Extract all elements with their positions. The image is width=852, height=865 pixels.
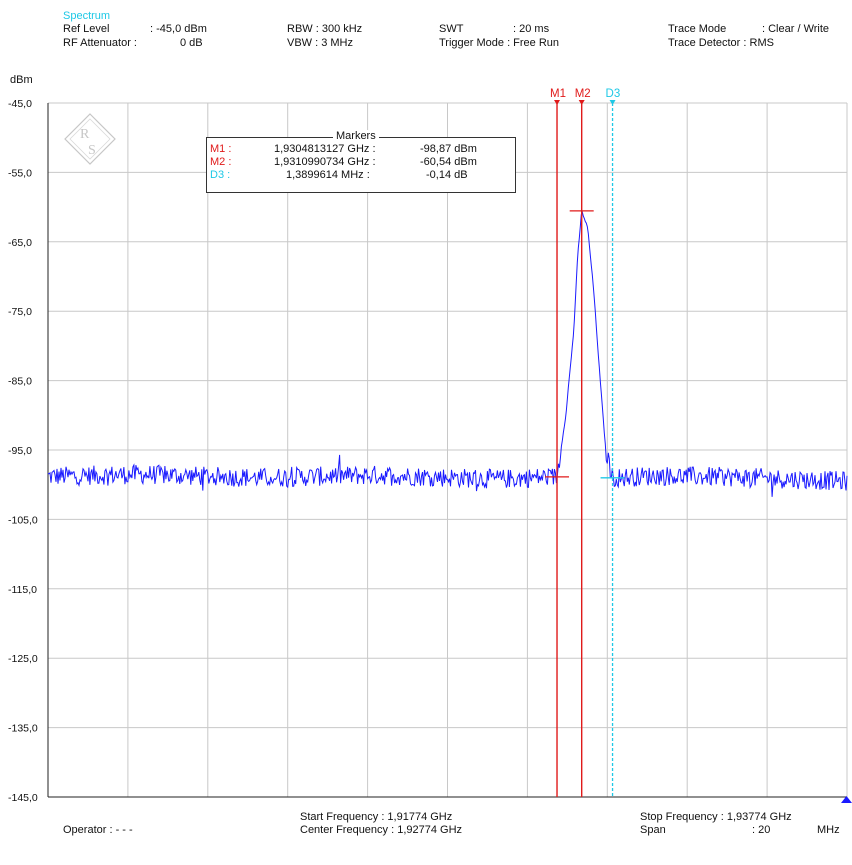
stop-frequency-readout: Stop Frequency : 1,93774 GHz: [640, 811, 792, 823]
svg-text:S: S: [88, 143, 96, 158]
marker-pointer-icon: [554, 100, 561, 105]
svg-text:R: R: [80, 127, 90, 142]
marker-lines: M1 M2 D3: [545, 88, 625, 797]
marker-pointer-icon: [609, 100, 616, 105]
y-tick-label: -45,0: [8, 98, 32, 110]
marker-level: -98,87 dBm: [420, 143, 477, 155]
y-tick-label: -95,0: [8, 445, 32, 457]
trigger-mode-readout: Trigger Mode : Free Run: [439, 37, 560, 49]
spectrum-trace: [47, 210, 848, 497]
rf-attenuator-value: 0 dB: [180, 37, 203, 49]
span-label: Span: [640, 824, 666, 836]
span-value: : 20: [752, 824, 771, 836]
marker-frequency: 1,3899614 MHz :: [286, 169, 370, 181]
y-tick-label: -85,0: [8, 376, 32, 388]
ref-level-value: : -45,0 dBm: [150, 23, 207, 35]
y-axis-unit: dBm: [10, 74, 33, 86]
trace-mode-value: : Clear / Write: [762, 23, 830, 35]
marker-table: Markers M1 : 1,9304813127 GHz : -98,87 d…: [206, 130, 516, 193]
trace-detector-readout: Trace Detector : RMS: [668, 37, 774, 49]
marker-name: D3 :: [210, 169, 231, 181]
operator-readout: Operator : - - -: [63, 824, 133, 836]
swt-label: SWT: [439, 23, 464, 35]
marker-name: M1 :: [210, 143, 232, 155]
rf-attenuator-label: RF Attenuator :: [63, 37, 137, 49]
swt-value: : 20 ms: [513, 23, 550, 35]
marker-frequency: 1,9304813127 GHz :: [274, 143, 376, 155]
span-unit: MHz: [817, 824, 840, 836]
marker-level: -0,14 dB: [426, 169, 468, 181]
rbw-readout: RBW : 300 kHz: [287, 23, 363, 35]
marker-name: M2 :: [210, 156, 232, 168]
trace-mode-label: Trace Mode: [668, 23, 727, 35]
y-tick-label: -55,0: [8, 167, 32, 179]
y-tick-label: -65,0: [8, 237, 32, 249]
marker-label-m2: M2: [575, 88, 591, 100]
marker-pointer-icon: [578, 100, 585, 105]
rs-logo: R S: [64, 113, 116, 165]
y-tick-label: -115,0: [8, 584, 37, 596]
y-tick-labels: -45,0 -55,0 -65,0 -75,0 -85,0 -95,0 -105,0 -115…: [8, 98, 38, 804]
marker-level: -60,54 dBm: [420, 156, 477, 168]
plot-grid: [47, 102, 848, 798]
spectrum-label: Spectrum: [63, 10, 111, 22]
marker-label-d3: D3: [606, 88, 621, 100]
vbw-readout: VBW : 3 MHz: [287, 37, 354, 49]
ref-level-label: Ref Level: [63, 23, 110, 35]
marker-table-title: Markers: [333, 130, 379, 142]
y-tick-label: -145,0: [8, 792, 38, 804]
y-tick-label: -105,0: [8, 514, 38, 526]
marker-label-m1: M1: [550, 88, 566, 100]
y-tick-label: -135,0: [8, 723, 38, 735]
y-tick-label: -125,0: [8, 653, 38, 665]
start-frequency-readout: Start Frequency : 1,91774 GHz: [300, 811, 453, 823]
scroll-triangle-icon: [841, 796, 852, 803]
center-frequency-readout: Center Frequency : 1,92774 GHz: [300, 824, 463, 836]
marker-frequency: 1,9310990734 GHz :: [274, 156, 376, 168]
y-tick-label: -75,0: [8, 306, 32, 318]
